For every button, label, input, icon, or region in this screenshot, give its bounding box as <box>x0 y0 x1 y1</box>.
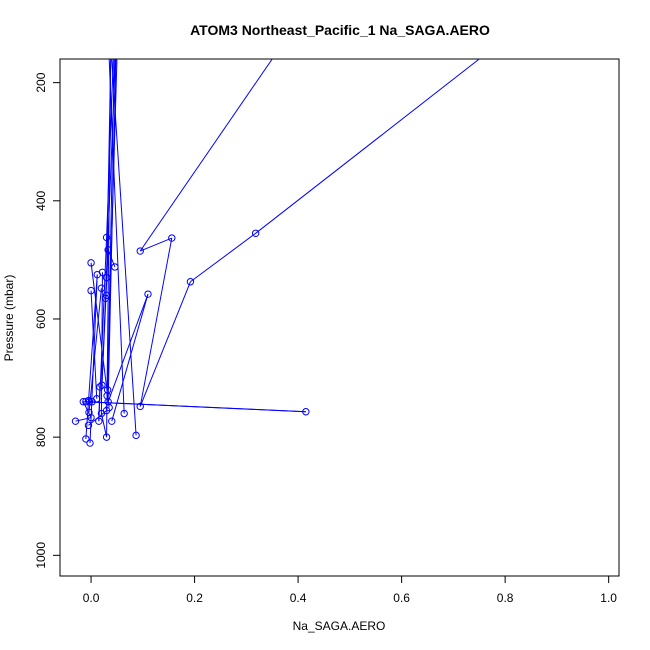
data-line-segment <box>106 58 112 438</box>
chart-title: ATOM3 Northeast_Pacific_1 Na_SAGA.AERO <box>190 22 490 38</box>
data-point <box>186 278 195 286</box>
data-line-segment <box>85 274 98 439</box>
data-line-segment <box>255 58 480 234</box>
data-point <box>87 413 95 422</box>
data-point <box>96 383 104 391</box>
y-axis-label: Pressure (mbar) <box>2 275 16 362</box>
x-tick-label: 0.4 <box>290 591 307 605</box>
x-axis: 0.0 0.2 0.4 0.6 0.8 1.0 <box>83 575 617 605</box>
data-point <box>97 284 106 292</box>
data-point <box>102 433 111 441</box>
data-point <box>136 247 144 255</box>
data-point <box>136 402 144 411</box>
x-tick-label: 0.6 <box>393 591 410 605</box>
data-point <box>98 381 106 389</box>
plot-frame <box>59 58 620 577</box>
data-line-segment <box>101 249 109 386</box>
data-point <box>82 435 90 443</box>
x-tick-label: 0.0 <box>83 591 100 605</box>
x-tick-label: 0.8 <box>497 591 514 605</box>
y-tick-label: 600 <box>34 309 48 329</box>
data-line-segment <box>75 417 92 422</box>
data-point <box>144 290 152 298</box>
data-point <box>302 408 310 416</box>
data-line-segment <box>111 294 149 422</box>
data-point <box>102 406 111 415</box>
data-point <box>102 273 111 282</box>
data-line-segment <box>88 288 102 413</box>
data-point <box>93 270 101 279</box>
data-line-segment <box>83 401 306 413</box>
data-point <box>87 259 95 267</box>
data-line-segment <box>190 232 256 283</box>
data-point <box>103 386 112 394</box>
data-line-segment <box>139 58 273 252</box>
x-tick-label: 0.2 <box>186 591 203 605</box>
data-point <box>101 294 110 302</box>
y-tick-label: 400 <box>34 190 48 210</box>
data-line-segment <box>139 237 173 407</box>
y-axis: 200 400 600 800 1000 <box>34 72 61 569</box>
y-tick-label: 200 <box>34 72 48 92</box>
data-point <box>108 417 116 425</box>
data-point <box>132 431 140 440</box>
x-axis-label: Na_SAGA.AERO <box>293 619 386 633</box>
data-line-segment <box>107 58 115 390</box>
data-lines <box>75 58 480 444</box>
data-point <box>87 286 95 295</box>
data-point <box>95 417 103 425</box>
data-point <box>86 439 94 447</box>
data-point <box>251 229 260 238</box>
data-points <box>71 229 310 447</box>
data-line-segment <box>111 58 137 436</box>
data-point <box>84 421 93 430</box>
data-point <box>111 263 119 271</box>
data-line-segment <box>108 58 125 414</box>
data-line-segment <box>107 58 117 402</box>
data-point <box>85 397 94 406</box>
y-tick-label: 800 <box>34 427 48 447</box>
data-point <box>84 396 93 405</box>
data-line-segment <box>140 237 172 252</box>
data-line-segment <box>139 281 191 407</box>
data-line-segment <box>90 262 110 408</box>
data-line-segment <box>107 293 149 402</box>
data-point <box>120 409 128 418</box>
y-tick-label: 1000 <box>34 542 48 569</box>
data-point <box>168 234 176 242</box>
data-line-segment <box>100 413 108 438</box>
data-point <box>104 246 112 254</box>
data-point <box>102 233 111 242</box>
data-point <box>71 417 80 425</box>
x-tick-label: 1.0 <box>600 591 617 605</box>
